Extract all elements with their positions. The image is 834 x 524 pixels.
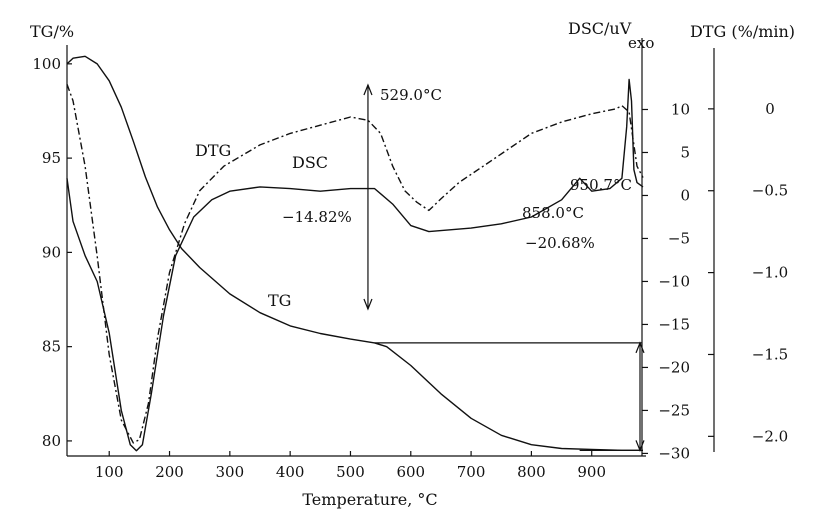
curve-tg [66, 55, 643, 451]
arrow-529-head-up [363, 83, 373, 96]
tick-layer: 100 200 300 400 500 600 700 800 9008085909510010… [32, 55, 788, 481]
mass-loss-arrow-head-up [635, 341, 645, 354]
annotation-950c: 950.7°C [570, 176, 632, 194]
x-tick-label: 300 [216, 463, 245, 481]
curve-layer [66, 55, 644, 452]
dsc-tick-label: −10 [658, 272, 690, 290]
dsc-tick-label: 10 [671, 100, 690, 118]
marker-layer [363, 83, 645, 452]
dtg-axis-title: DTG (%/min) [690, 22, 795, 41]
x-tick-label: 800 [517, 463, 546, 481]
dsc-tick-label: −5 [668, 229, 690, 247]
dtg-curve-label: DTG [195, 141, 231, 160]
dtg-tick-label: 0 [765, 100, 775, 118]
dtg-tick-label: −0.5 [752, 182, 788, 200]
dtg-tick-label: −1.0 [752, 264, 788, 282]
tg-tick-label: 100 [32, 55, 61, 73]
dsc-tick-label: −15 [658, 315, 690, 333]
dsc-exo-label: exo [628, 34, 654, 52]
dtg-tick-label: −2.0 [752, 427, 788, 445]
annotation-529c: 529.0°C [380, 86, 442, 104]
tg-tick-label: 95 [42, 149, 61, 167]
x-tick-label: 100 [95, 463, 124, 481]
dsc-tick-label: 5 [680, 143, 690, 161]
axes-layer [66, 38, 715, 457]
tg-tick-label: 85 [42, 338, 61, 356]
x-tick-label: 400 [276, 463, 305, 481]
x-tick-label: 200 [155, 463, 184, 481]
x-tick-label: 500 [336, 463, 365, 481]
dsc-tick-label: 0 [680, 186, 690, 204]
dsc-tick-label: −25 [658, 401, 690, 419]
x-tick-label: 900 [577, 463, 606, 481]
dsc-axis-title: DSC/uV [568, 19, 632, 38]
tg-tick-label: 90 [42, 243, 61, 261]
annotation-858c: 858.0°C [522, 204, 584, 222]
tg-tick-label: 80 [42, 432, 61, 450]
dtg-tick-label: −1.5 [752, 345, 788, 363]
dsc-tick-label: −30 [658, 444, 690, 462]
x-axis-title: Temperature, °C [302, 490, 437, 509]
annotation-mass-loss-2: −20.68% [525, 234, 595, 252]
dsc-curve-label: DSC [292, 153, 328, 172]
curve-dtg [66, 84, 644, 444]
annotation-mass-loss-1: −14.82% [282, 208, 352, 226]
x-tick-label: 600 [396, 463, 425, 481]
arrow-529-head-down [363, 298, 373, 311]
tg-axis-title: TG/% [30, 22, 74, 41]
dsc-tick-label: −20 [658, 358, 690, 376]
curve-dsc [66, 78, 644, 452]
tg-curve-label: TG [268, 291, 291, 310]
x-tick-label: 700 [457, 463, 486, 481]
